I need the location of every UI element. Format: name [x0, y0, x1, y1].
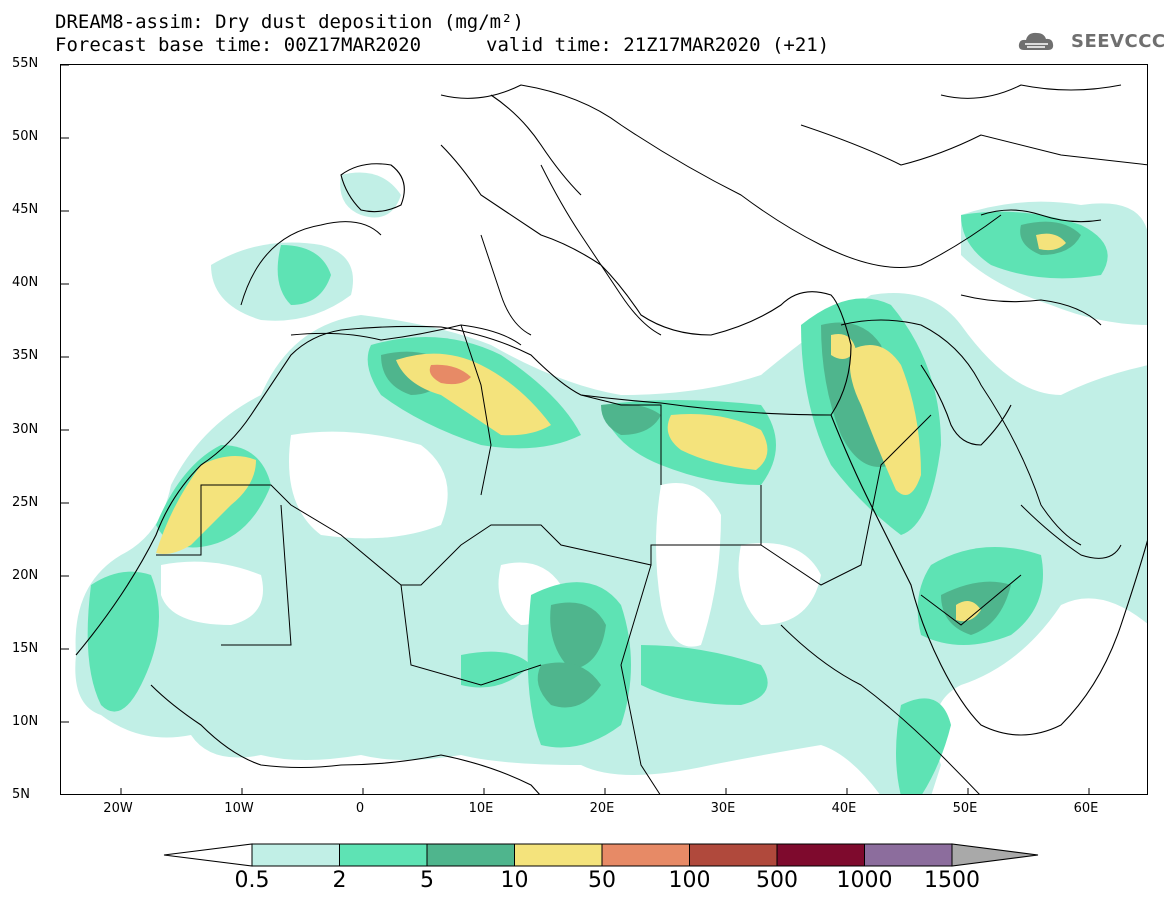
dust-map: [61, 65, 1147, 794]
lon-label: 10E: [468, 801, 494, 816]
lon-label: 20E: [589, 801, 615, 816]
map-ticks: [61, 65, 1090, 794]
lat-label: 25N: [12, 494, 39, 510]
lon-label: 0: [355, 801, 365, 816]
lon-label: 30E: [710, 801, 736, 816]
logo-text: SEEVCCC: [1071, 31, 1165, 52]
colorbar: [163, 843, 1039, 867]
lat-label: 45N: [12, 202, 39, 218]
lon-label: 10W: [224, 801, 254, 816]
colorbar-segment: [514, 843, 603, 867]
lat-label: 35N: [12, 348, 39, 364]
colorbar-label: 10: [500, 868, 529, 893]
lon-label: 50E: [952, 801, 978, 816]
deposition-level-10: [156, 233, 1066, 622]
valid-time: valid time: 21Z17MAR2020 (+21): [486, 34, 830, 56]
map-title: DREAM8-assim: Dry dust deposition (mg/m²…: [55, 11, 524, 33]
colorbar-segment: [601, 843, 690, 867]
colorbar-over-arrow: [951, 843, 1039, 867]
lon-label: 20W: [103, 801, 133, 816]
colorbar-segment: [864, 843, 953, 867]
deposition-level-50: [429, 364, 471, 385]
lat-label: 30N: [12, 421, 39, 437]
coastlines: [75, 94, 1147, 794]
colorbar-under-arrow: [163, 843, 253, 867]
colorbar-label: 50: [588, 868, 616, 893]
lat-label: 20N: [12, 567, 39, 583]
colorbar-label: 1000: [836, 868, 893, 893]
colorbar-label: 1500: [924, 868, 980, 893]
forecast-base-time: Forecast base time: 00Z17MAR2020: [55, 34, 422, 56]
colorbar-label: 100: [668, 868, 711, 893]
colorbar-segment: [339, 843, 428, 867]
lat-label: 15N: [12, 640, 39, 656]
map-area: [60, 64, 1148, 795]
lat-label: 40N: [12, 275, 39, 291]
colorbar-segment: [426, 843, 515, 867]
colorbar-label: 500: [756, 868, 798, 893]
country-borders: [156, 84, 1147, 794]
lat-label: 10N: [12, 713, 39, 729]
lat-label: 55N: [12, 56, 39, 71]
lon-label: 40E: [831, 801, 857, 816]
cloud-icon: [1018, 32, 1054, 50]
colorbar-segment: [251, 843, 340, 867]
colorbar-label: 2: [332, 868, 347, 893]
deposition-gap: [161, 431, 821, 647]
colorbar-segment: [776, 843, 865, 867]
lon-label: 60E: [1073, 801, 1099, 816]
colorbar-label: 0.5: [234, 868, 270, 893]
lat-label: 5N: [12, 787, 30, 802]
colorbar-label: 5: [420, 868, 434, 893]
lat-label: 50N: [12, 129, 39, 145]
colorbar-segment: [689, 843, 778, 867]
